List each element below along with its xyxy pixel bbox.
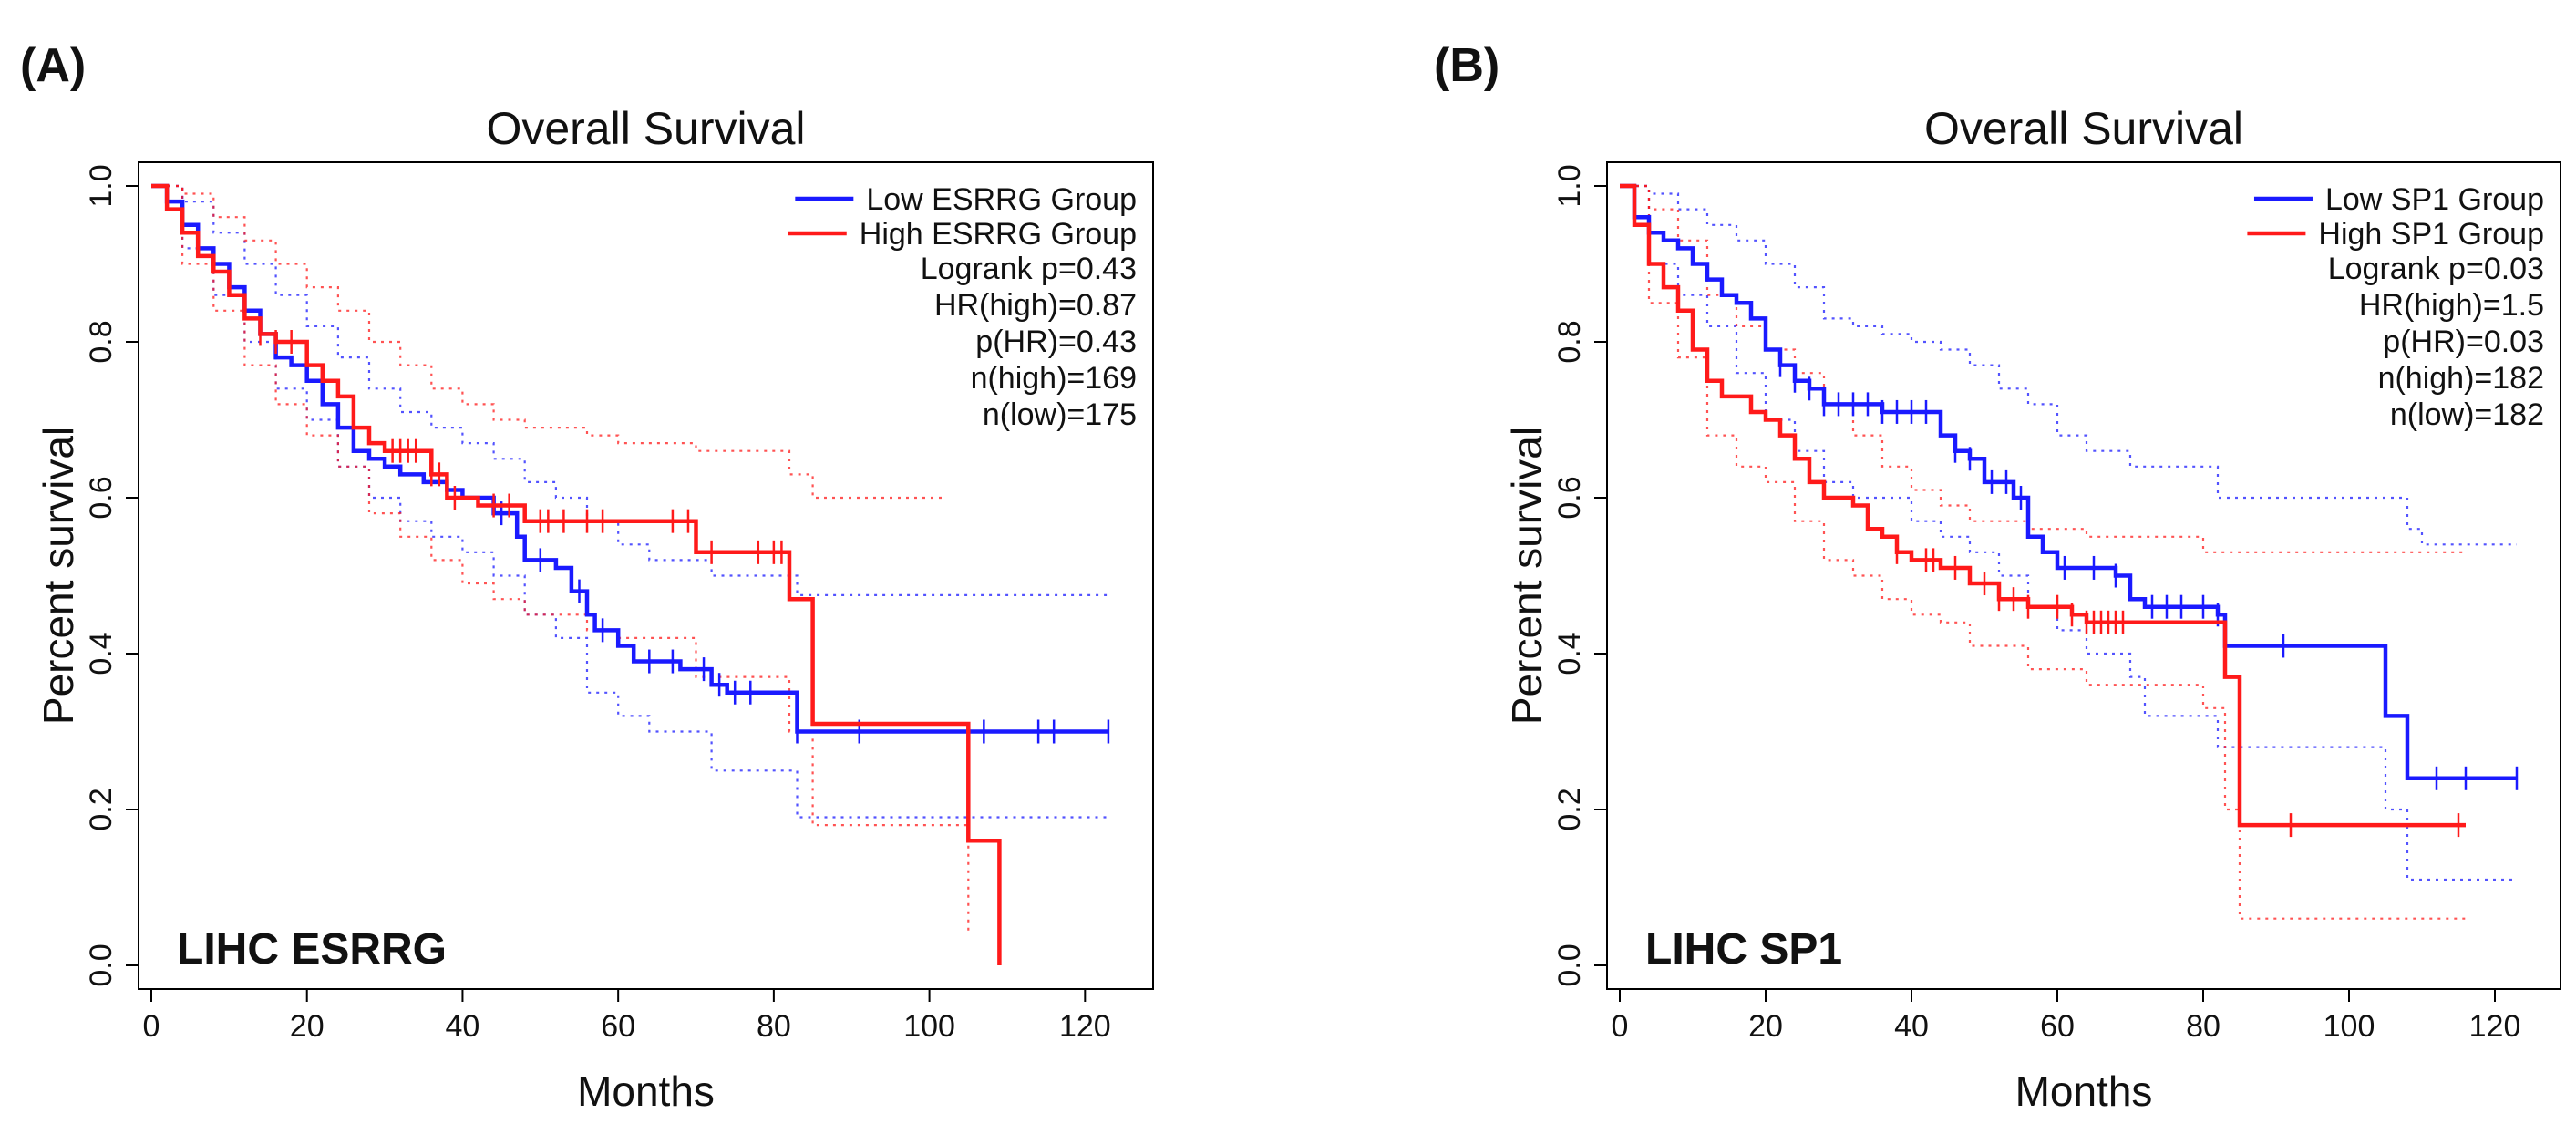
x-axis-label: Months xyxy=(2015,1067,2153,1115)
x-tick-label: 40 xyxy=(446,1009,480,1044)
x-tick-label: 120 xyxy=(2469,1009,2521,1044)
low-group-upper-ci xyxy=(1620,184,2517,546)
stat-label: HR(high)=0.87 xyxy=(934,288,1137,323)
legend-label: High ESRRG Group xyxy=(860,217,1137,252)
x-tick-label: 80 xyxy=(757,1009,791,1044)
plot-frame xyxy=(1606,161,2561,990)
y-tick-label: 0.6 xyxy=(1552,476,1587,519)
panel-label: (B) xyxy=(1434,39,1500,92)
stat-label: n(high)=169 xyxy=(971,361,1137,396)
y-tick-label: 1.0 xyxy=(84,164,118,207)
gene-label: LIHC ESRRG xyxy=(177,925,447,974)
x-tick-label: 100 xyxy=(903,1009,955,1044)
plot-frame xyxy=(138,161,1154,990)
stat-label: n(high)=182 xyxy=(2378,361,2544,396)
stat-label: p(HR)=0.43 xyxy=(975,325,1137,359)
x-tick-label: 60 xyxy=(601,1009,635,1044)
y-tick-label: 0.4 xyxy=(84,632,118,675)
chart-title: Overall Survival xyxy=(486,103,805,154)
high-group-upper-ci xyxy=(1620,184,2466,553)
y-tick-label: 0.6 xyxy=(84,476,118,519)
legend-label: High SP1 Group xyxy=(2318,217,2544,252)
x-tick-label: 120 xyxy=(1059,1009,1111,1044)
panel-a: (A) Overall Survival 0 20 40 60 80 100 120 0.0 0.… xyxy=(20,39,1154,1115)
chart-title: Overall Survival xyxy=(1924,103,2243,154)
x-tick-label: 0 xyxy=(1612,1009,1629,1044)
survival-chart-esrrg: Overall Survival 0 20 40 60 80 100 120 0.0 0.2 0.4… xyxy=(35,103,1154,1115)
y-tick-label: 1.0 xyxy=(1552,164,1587,207)
stat-label: n(low)=175 xyxy=(983,397,1137,432)
high-group-curve xyxy=(151,183,1002,965)
y-tick-label: 0.8 xyxy=(84,320,118,363)
x-tick-label: 20 xyxy=(1748,1009,1783,1044)
y-axis-label: Percent survival xyxy=(1503,427,1551,725)
gene-label: LIHC SP1 xyxy=(1645,925,1842,974)
high-group-lower-ci xyxy=(151,184,970,934)
y-tick-label: 0.2 xyxy=(84,788,118,830)
x-axis-label: Months xyxy=(577,1067,715,1115)
stat-label: HR(high)=1.5 xyxy=(2359,288,2544,323)
stat-label: Logrank p=0.03 xyxy=(2328,252,2544,286)
legend-label: Low ESRRG Group xyxy=(866,182,1137,217)
y-tick-label: 0.0 xyxy=(84,943,118,986)
y-tick-label: 0.8 xyxy=(1552,320,1587,363)
legend-label: Low SP1 Group xyxy=(2325,182,2544,217)
y-tick-label: 0.4 xyxy=(1552,632,1587,675)
x-tick-label: 20 xyxy=(290,1009,325,1044)
y-axis-label: Percent survival xyxy=(35,427,82,725)
stat-label: n(low)=182 xyxy=(2390,397,2544,432)
stat-label: p(HR)=0.03 xyxy=(2383,325,2544,359)
low-group-curve xyxy=(151,183,1108,734)
survival-chart-sp1: Overall Survival 0 20 40 60 80 100 120 0.0 0.2 0.4… xyxy=(1503,103,2561,1115)
x-tick-label: 60 xyxy=(2040,1009,2075,1044)
stat-label: Logrank p=0.43 xyxy=(921,252,1137,286)
x-tick-label: 80 xyxy=(2186,1009,2221,1044)
y-tick-label: 0.0 xyxy=(1552,943,1587,986)
panel-b: (B) Overall Survival 0 20 40 60 80 100 120 0.0 0.… xyxy=(1288,0,2576,1134)
x-tick-label: 100 xyxy=(2324,1009,2375,1044)
y-tick-label: 0.2 xyxy=(1552,788,1587,830)
low-group-lower-ci xyxy=(1620,184,2517,881)
low-group-lower-ci xyxy=(151,184,1108,819)
x-tick-label: 0 xyxy=(143,1009,160,1044)
x-tick-label: 40 xyxy=(1894,1009,1929,1044)
panel-label: (A) xyxy=(20,39,87,92)
